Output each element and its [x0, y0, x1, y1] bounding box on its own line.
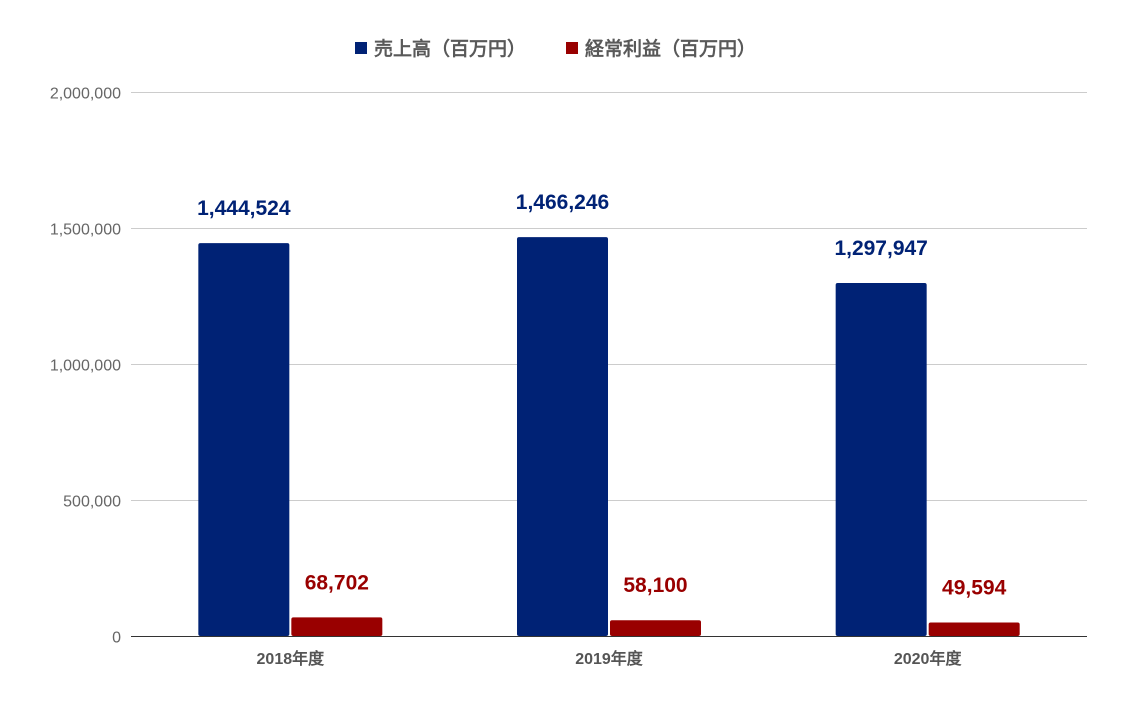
y-tick-label: 2,000,000	[50, 86, 121, 103]
bar	[928, 622, 1020, 636]
y-tick-label: 1,500,000	[50, 222, 121, 239]
bars	[198, 237, 1020, 636]
data-label: 1,297,947	[834, 237, 927, 260]
x-tick-label: 2020年度	[894, 649, 963, 668]
gridlines	[131, 92, 1087, 501]
x-tick-label: 2019年度	[575, 649, 644, 668]
bar	[198, 243, 290, 636]
legend-swatch	[566, 42, 578, 54]
bar	[835, 282, 927, 636]
legend-label: 売上高（百万円）	[374, 37, 526, 60]
legend-label: 経常利益（百万円）	[585, 37, 756, 60]
data-label: 58,100	[623, 574, 687, 597]
bar	[517, 237, 608, 636]
x-tick-label: 2018年度	[257, 649, 326, 668]
chart-legend: 売上高（百万円） 経常利益（百万円）	[355, 37, 756, 60]
y-tick-label: 0	[112, 630, 121, 647]
legend-swatch	[355, 42, 367, 54]
data-labels: 1,444,524 68,702 1,466,246 58,100 1,297,947 4…	[197, 191, 1006, 599]
y-tick-label: 500,000	[63, 494, 121, 511]
bar	[291, 617, 383, 636]
data-label: 1,444,524	[197, 197, 291, 220]
x-axis: 2018年度 2019年度 2020年度	[131, 636, 1087, 668]
bar	[610, 620, 701, 636]
y-tick-label: 1,000,000	[50, 358, 121, 375]
data-label: 68,702	[305, 571, 369, 594]
data-label: 49,594	[942, 577, 1007, 600]
y-axis: 0 500,000 1,000,000 1,500,000 2,000,000	[50, 86, 121, 647]
data-label: 1,466,246	[516, 191, 609, 214]
